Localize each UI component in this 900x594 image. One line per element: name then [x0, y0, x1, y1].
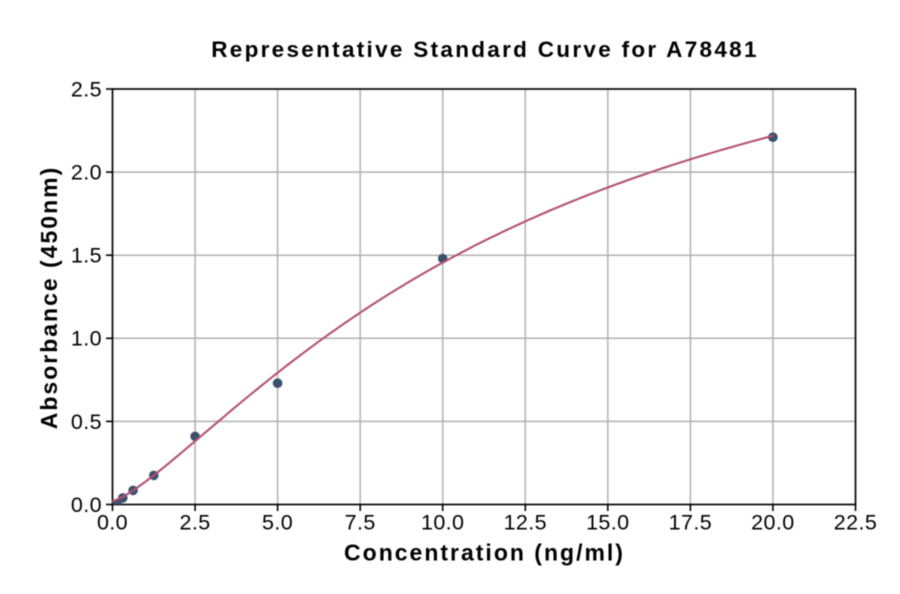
svg-text:7.5: 7.5	[345, 510, 376, 534]
svg-text:17.5: 17.5	[669, 510, 712, 534]
svg-text:0.0: 0.0	[97, 510, 128, 534]
svg-text:Absorbance (450nm): Absorbance (450nm)	[36, 166, 62, 430]
svg-text:2.0: 2.0	[71, 161, 102, 185]
svg-text:22.5: 22.5	[834, 510, 877, 534]
svg-text:10.0: 10.0	[421, 510, 464, 534]
svg-text:1.0: 1.0	[71, 327, 102, 351]
svg-text:5.0: 5.0	[262, 510, 293, 534]
svg-text:Concentration (ng/ml): Concentration (ng/ml)	[344, 540, 625, 566]
svg-text:Representative Standard Curve: Representative Standard Curve for A78481	[211, 37, 759, 62]
svg-text:2.5: 2.5	[180, 510, 211, 534]
svg-text:0.5: 0.5	[71, 410, 102, 434]
svg-text:12.5: 12.5	[504, 510, 547, 534]
svg-text:1.5: 1.5	[71, 244, 102, 268]
svg-text:0.0: 0.0	[71, 493, 102, 517]
svg-text:20.0: 20.0	[751, 510, 794, 534]
svg-text:2.5: 2.5	[71, 77, 102, 101]
svg-text:15.0: 15.0	[586, 510, 629, 534]
